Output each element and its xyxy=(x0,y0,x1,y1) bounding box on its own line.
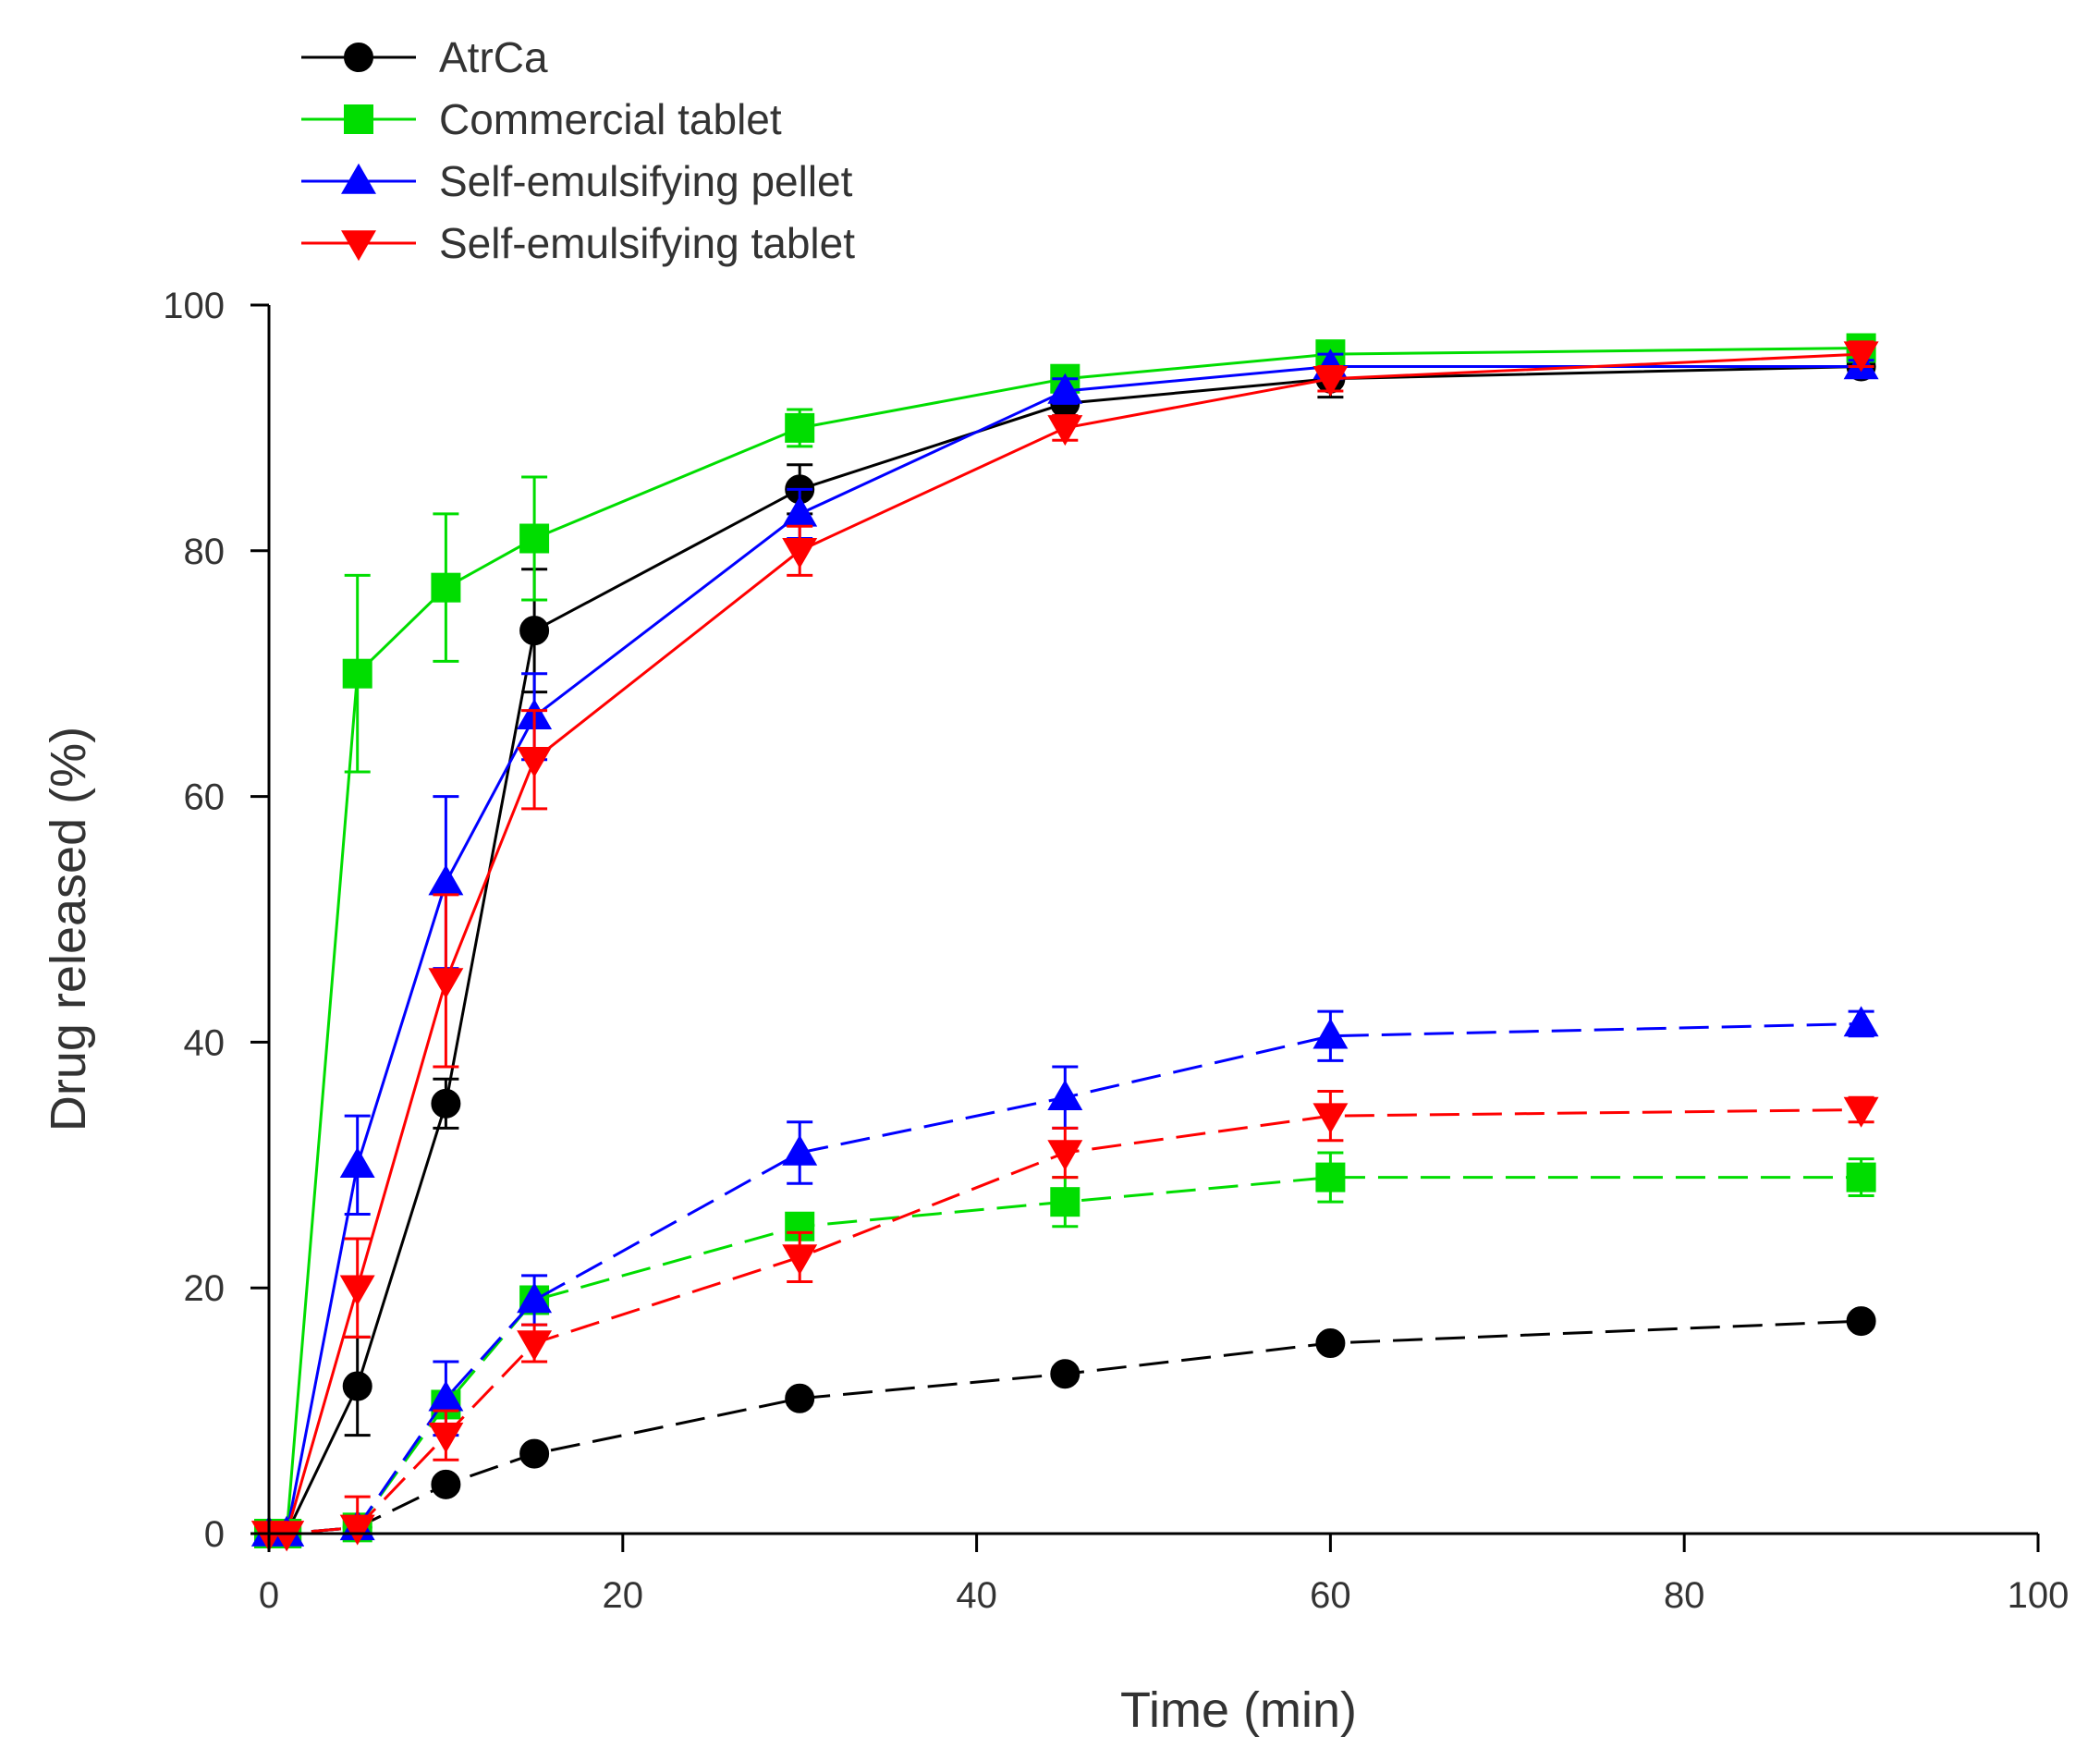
data-point xyxy=(782,538,818,569)
y-tick-label: 100 xyxy=(163,286,225,326)
data-point xyxy=(517,746,553,777)
data-point xyxy=(339,1514,375,1546)
data-point xyxy=(431,1088,461,1119)
series-line xyxy=(269,347,1862,1535)
data-point xyxy=(1843,1006,1879,1037)
legend-label: AtrCa xyxy=(439,33,548,81)
legend: AtrCa Commercial tablet Self-emulsifying p… xyxy=(301,33,855,267)
data-point xyxy=(1315,1328,1346,1359)
x-tick-label: 80 xyxy=(1664,1575,1705,1616)
data-point xyxy=(1047,1079,1083,1110)
data-point xyxy=(428,968,464,999)
data-point xyxy=(1050,1359,1081,1389)
x-tick-label: 20 xyxy=(603,1575,644,1616)
legend-label: Self-emulsifying pellet xyxy=(439,157,853,205)
legend-label: Commercial tablet xyxy=(439,95,782,143)
data-point xyxy=(782,495,818,527)
legend-item-atrca: AtrCa xyxy=(301,33,548,81)
data-point xyxy=(1843,1096,1879,1128)
y-axis-title: Drug released (%) xyxy=(41,727,96,1131)
data-point xyxy=(1846,1162,1876,1192)
data-point xyxy=(785,412,815,443)
data-point xyxy=(785,1383,815,1413)
series-line xyxy=(269,364,1862,1535)
data-point xyxy=(342,1371,372,1401)
data-point xyxy=(428,1422,464,1453)
series-line xyxy=(269,1176,1862,1535)
data-point xyxy=(1047,415,1083,446)
y-tick-label: 80 xyxy=(184,532,226,572)
series-line xyxy=(269,1021,1862,1535)
x-tick-label: 0 xyxy=(259,1575,279,1616)
legend-label: Self-emulsifying tablet xyxy=(439,219,855,267)
x-tick-label: 100 xyxy=(2008,1575,2069,1616)
data-point xyxy=(431,1469,461,1499)
x-tick-label: 60 xyxy=(1310,1575,1351,1616)
x-tick-label: 40 xyxy=(956,1575,997,1616)
y-tick-label: 40 xyxy=(184,1022,226,1063)
series-line xyxy=(269,1319,1862,1535)
data-point xyxy=(517,1282,553,1314)
data-point xyxy=(1047,1140,1083,1171)
legend-item-self-emulsifying-tablet: Self-emulsifying tablet xyxy=(301,219,855,267)
legend-item-commercial-tablet: Commercial tablet xyxy=(301,95,782,143)
data-point xyxy=(782,1244,818,1276)
series-dashed-self-emulsifying-tablet xyxy=(251,1090,1879,1552)
data-point xyxy=(1047,373,1083,404)
data-point xyxy=(342,658,372,689)
y-tick-label: 60 xyxy=(184,777,226,818)
legend-marker xyxy=(341,163,376,194)
y-tick-label: 20 xyxy=(184,1268,226,1309)
data-point xyxy=(519,1438,550,1469)
data-point xyxy=(519,523,550,554)
data-point xyxy=(782,1134,818,1166)
data-point xyxy=(519,616,550,646)
data-point xyxy=(1050,1187,1081,1217)
data-point xyxy=(1846,1306,1876,1337)
data-point xyxy=(1843,341,1879,373)
data-point xyxy=(1312,1103,1349,1134)
series-line xyxy=(269,352,1862,1535)
data-point xyxy=(1315,1162,1346,1192)
data-point xyxy=(1312,365,1349,397)
data-point xyxy=(1312,1018,1349,1049)
legend-item-self-emulsifying-pellet: Self-emulsifying pellet xyxy=(301,157,853,205)
data-point xyxy=(339,1147,375,1179)
series-dashed-self-emulsifying-pellet xyxy=(251,1006,1879,1547)
data-point xyxy=(431,572,461,603)
data-point xyxy=(428,864,464,896)
legend-marker xyxy=(344,104,373,134)
data-point xyxy=(339,1275,375,1306)
series-dashed-commercial-tablet xyxy=(254,1151,1876,1548)
x-axis-title: Time (min) xyxy=(1120,1682,1357,1738)
data-point xyxy=(517,1330,553,1362)
data-point xyxy=(269,1521,305,1552)
plot-area xyxy=(251,333,1879,1552)
axes: 0 20 40 60 80 100 0 20 40 60 80 100 xyxy=(163,286,2069,1616)
series-line xyxy=(269,364,1862,1535)
legend-marker xyxy=(344,43,373,72)
legend-marker xyxy=(341,230,376,262)
y-tick-label: 0 xyxy=(204,1514,225,1555)
